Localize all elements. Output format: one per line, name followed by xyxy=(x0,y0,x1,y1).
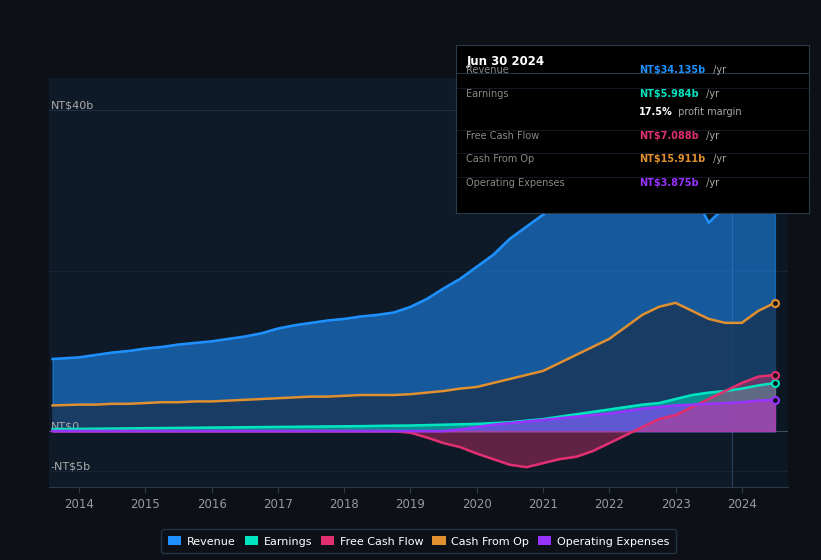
Text: -NT$5b: -NT$5b xyxy=(51,461,91,471)
Text: Free Cash Flow: Free Cash Flow xyxy=(466,130,539,141)
Legend: Revenue, Earnings, Free Cash Flow, Cash From Op, Operating Expenses: Revenue, Earnings, Free Cash Flow, Cash … xyxy=(162,529,676,553)
Text: Earnings: Earnings xyxy=(466,88,509,99)
Text: /yr: /yr xyxy=(703,130,719,141)
Text: /yr: /yr xyxy=(703,178,719,188)
Text: NT$5.984b: NT$5.984b xyxy=(640,88,699,99)
Bar xyxy=(732,78,788,487)
Text: Operating Expenses: Operating Expenses xyxy=(466,178,565,188)
Text: NT$7.088b: NT$7.088b xyxy=(640,130,699,141)
Text: NT$3.875b: NT$3.875b xyxy=(640,178,699,188)
Text: /yr: /yr xyxy=(710,154,726,164)
Text: NT$40b: NT$40b xyxy=(51,100,94,110)
Text: Jun 30 2024: Jun 30 2024 xyxy=(466,55,544,68)
Text: /yr: /yr xyxy=(703,88,719,99)
Text: NT$34.135b: NT$34.135b xyxy=(640,65,705,75)
Text: NT$15.911b: NT$15.911b xyxy=(640,154,705,164)
Text: Revenue: Revenue xyxy=(466,65,509,75)
Text: Cash From Op: Cash From Op xyxy=(466,154,534,164)
Text: /yr: /yr xyxy=(710,65,726,75)
Text: profit margin: profit margin xyxy=(675,107,741,117)
Text: NT$0: NT$0 xyxy=(51,421,80,431)
Text: 17.5%: 17.5% xyxy=(640,107,673,117)
